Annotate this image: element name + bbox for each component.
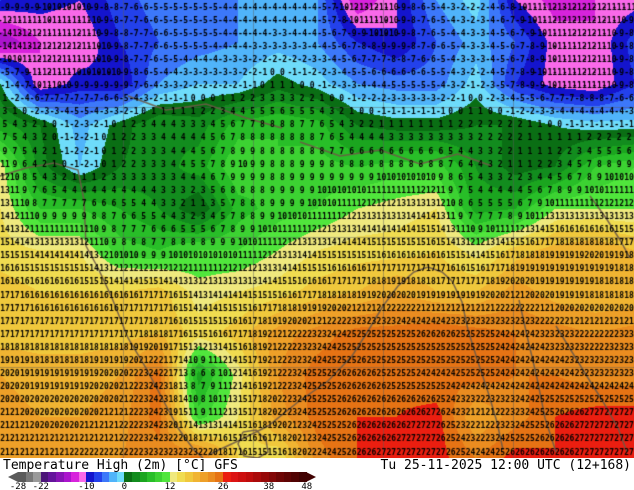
colorbar-tick-label: -10	[78, 482, 95, 490]
colorbar-segment	[200, 472, 208, 482]
colorbar-tick-label: -22	[32, 482, 49, 490]
colorbar-segment	[93, 472, 102, 482]
colorbar-segment	[48, 472, 56, 482]
legend-title: Temperature High (2m) [°C] GFS	[3, 458, 238, 473]
colorbar-tick-label: -28	[9, 482, 27, 490]
colorbar-segment	[169, 472, 178, 482]
colorbar-segment	[40, 472, 49, 482]
colorbar-segment	[261, 472, 269, 482]
colorbar-segment	[109, 472, 117, 482]
colorbar-segment	[154, 472, 163, 482]
legend-datetime: Tu 25-11-2025 12:00 UTC (12+168)	[380, 458, 631, 473]
colorbar-segment	[55, 472, 64, 482]
colorbar-segment	[131, 472, 140, 482]
colorbar-segment	[86, 472, 94, 482]
colorbar-segment	[268, 472, 277, 482]
colorbar-segment	[276, 472, 284, 482]
colorbar-left-arrow-icon	[8, 472, 18, 482]
colorbar-tick-label: 26	[217, 482, 229, 490]
colorbar-segment	[230, 472, 239, 482]
colorbar-tick-label: 12	[164, 482, 176, 490]
colorbar-segment	[124, 472, 132, 482]
colorbar-segment	[298, 472, 307, 482]
colorbar-segment	[283, 472, 292, 482]
colorbar-tick-label: 48	[301, 482, 313, 490]
colorbar-segment	[253, 472, 261, 482]
colorbar-segment	[101, 472, 110, 482]
temperature-colorbar	[18, 472, 307, 482]
colorbar-tick-label: 38	[263, 482, 275, 490]
colorbar-segment	[223, 472, 231, 482]
colorbar-segment	[238, 472, 246, 482]
colorbar-segment	[116, 472, 125, 482]
colorbar-segment	[162, 472, 170, 482]
colorbar-segment	[139, 472, 148, 482]
colorbar-segment	[63, 472, 72, 482]
colorbar-segment	[291, 472, 299, 482]
colorbar-segment	[185, 472, 193, 482]
colorbar-segment	[78, 472, 87, 482]
colorbar-segment	[33, 472, 41, 482]
colorbar-segment	[245, 472, 254, 482]
colorbar-segment	[147, 472, 155, 482]
legend: Temperature High (2m) [°C] GFS Tu 25-11-…	[0, 458, 634, 490]
temperature-map-canvas	[0, 0, 634, 458]
colorbar-segment	[25, 472, 34, 482]
colorbar-segment	[215, 472, 224, 482]
colorbar-tick-label: 0	[121, 482, 128, 490]
colorbar-segment	[177, 472, 186, 482]
colorbar-segment	[207, 472, 216, 482]
colorbar-right-arrow-icon	[306, 472, 316, 482]
colorbar-segment	[18, 472, 26, 482]
colorbar-segment	[71, 472, 79, 482]
colorbar-segment	[192, 472, 201, 482]
